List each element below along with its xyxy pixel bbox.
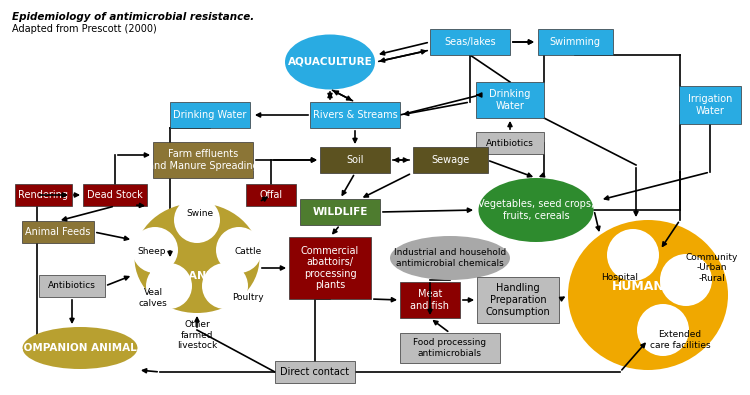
Text: Sewage: Sewage bbox=[430, 155, 470, 165]
Text: Poultry: Poultry bbox=[232, 293, 264, 303]
Ellipse shape bbox=[607, 229, 659, 281]
Text: Direct contact: Direct contact bbox=[280, 367, 350, 377]
FancyBboxPatch shape bbox=[538, 29, 613, 55]
Ellipse shape bbox=[22, 327, 137, 369]
FancyBboxPatch shape bbox=[14, 184, 71, 206]
FancyBboxPatch shape bbox=[246, 184, 296, 206]
FancyBboxPatch shape bbox=[22, 221, 94, 243]
Text: Seas/lakes: Seas/lakes bbox=[444, 37, 496, 47]
Ellipse shape bbox=[132, 227, 178, 273]
Text: Rendering: Rendering bbox=[18, 190, 68, 200]
Ellipse shape bbox=[285, 34, 375, 90]
FancyBboxPatch shape bbox=[679, 86, 741, 124]
Text: Soil: Soil bbox=[346, 155, 364, 165]
Text: HUMAN: HUMAN bbox=[612, 280, 664, 293]
Text: Community
-Urban
-Rural: Community -Urban -Rural bbox=[686, 253, 738, 283]
Text: Adapted from Prescott (2000): Adapted from Prescott (2000) bbox=[12, 24, 157, 34]
FancyBboxPatch shape bbox=[477, 277, 559, 323]
FancyBboxPatch shape bbox=[275, 361, 355, 383]
Text: Sheep: Sheep bbox=[138, 248, 166, 256]
Text: Irrigation
Water: Irrigation Water bbox=[688, 94, 732, 116]
Ellipse shape bbox=[660, 254, 712, 306]
Text: Other
farmed
livestock: Other farmed livestock bbox=[177, 320, 218, 350]
FancyBboxPatch shape bbox=[430, 29, 510, 55]
Text: Hospital: Hospital bbox=[602, 273, 638, 282]
Ellipse shape bbox=[134, 203, 260, 313]
Text: Epidemiology of antimicrobial resistance.: Epidemiology of antimicrobial resistance… bbox=[12, 12, 254, 22]
Text: Handling
Preparation
Consumption: Handling Preparation Consumption bbox=[486, 283, 550, 317]
Ellipse shape bbox=[478, 178, 593, 242]
FancyBboxPatch shape bbox=[83, 184, 147, 206]
Text: FOOD ANIMALS: FOOD ANIMALS bbox=[149, 271, 245, 281]
Text: Animal Feeds: Animal Feeds bbox=[26, 227, 91, 237]
Text: Rivers & Streams: Rivers & Streams bbox=[313, 110, 398, 120]
Text: Veal
calves: Veal calves bbox=[139, 288, 167, 308]
Text: Drinking Water: Drinking Water bbox=[173, 110, 247, 120]
FancyBboxPatch shape bbox=[400, 333, 500, 363]
Ellipse shape bbox=[568, 220, 728, 370]
Text: Drinking
Water: Drinking Water bbox=[489, 89, 531, 111]
FancyBboxPatch shape bbox=[170, 102, 250, 128]
Text: Antibiotics: Antibiotics bbox=[48, 282, 96, 290]
Text: Swimming: Swimming bbox=[550, 37, 601, 47]
Text: WILDLIFE: WILDLIFE bbox=[312, 207, 368, 217]
FancyBboxPatch shape bbox=[153, 142, 253, 178]
Ellipse shape bbox=[146, 263, 192, 309]
FancyBboxPatch shape bbox=[476, 82, 544, 118]
FancyBboxPatch shape bbox=[39, 275, 105, 297]
FancyBboxPatch shape bbox=[476, 132, 544, 154]
Text: Extended
care facilities: Extended care facilities bbox=[650, 330, 710, 350]
Text: Dead Stock: Dead Stock bbox=[87, 190, 142, 200]
Text: Vegetables, seed crops,
fruits, cereals: Vegetables, seed crops, fruits, cereals bbox=[478, 199, 594, 221]
FancyBboxPatch shape bbox=[320, 147, 390, 173]
Ellipse shape bbox=[637, 304, 689, 356]
Ellipse shape bbox=[202, 263, 248, 309]
FancyBboxPatch shape bbox=[400, 282, 460, 318]
FancyBboxPatch shape bbox=[413, 147, 488, 173]
FancyBboxPatch shape bbox=[289, 237, 371, 299]
Ellipse shape bbox=[216, 227, 262, 273]
Text: COMPANION ANIMALS: COMPANION ANIMALS bbox=[16, 343, 144, 353]
Text: Cattle: Cattle bbox=[234, 248, 262, 256]
Ellipse shape bbox=[174, 197, 220, 243]
Text: AQUACULTURE: AQUACULTURE bbox=[288, 57, 372, 67]
Text: Commercial
abattoirs/
processing
plants: Commercial abattoirs/ processing plants bbox=[301, 246, 359, 290]
FancyBboxPatch shape bbox=[310, 102, 400, 128]
Text: Offal: Offal bbox=[260, 190, 283, 200]
Text: Farm effluents
and Manure Spreading: Farm effluents and Manure Spreading bbox=[148, 149, 258, 171]
Text: Industrial and household
antimicrobial chemicals: Industrial and household antimicrobial c… bbox=[394, 248, 506, 268]
Text: Swine: Swine bbox=[187, 209, 214, 218]
Text: Antibiotics: Antibiotics bbox=[486, 139, 534, 147]
FancyBboxPatch shape bbox=[300, 199, 380, 225]
Text: Food processing
antimicrobials: Food processing antimicrobials bbox=[413, 338, 487, 358]
Ellipse shape bbox=[390, 236, 510, 280]
Text: Meat
and fish: Meat and fish bbox=[410, 289, 449, 311]
